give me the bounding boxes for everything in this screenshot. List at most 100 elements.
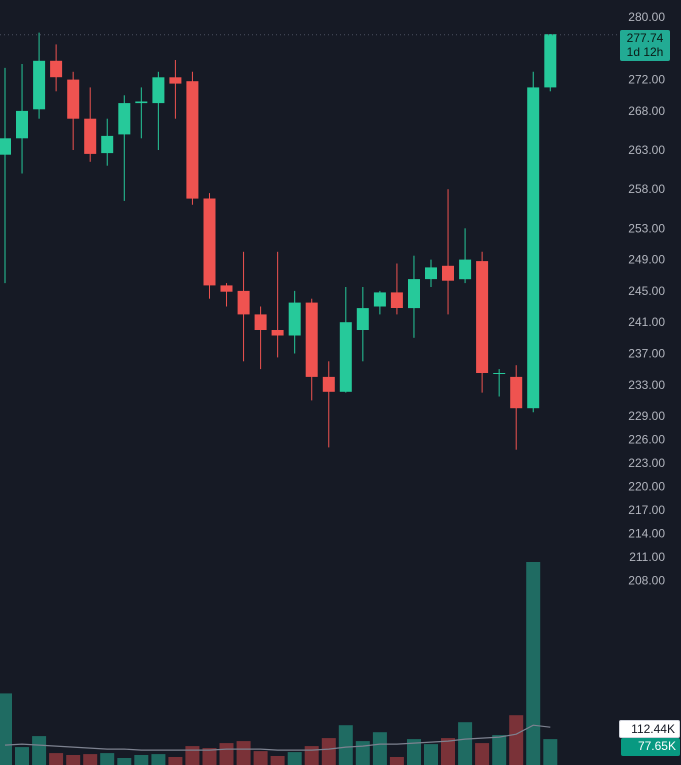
- candle: [390, 263, 403, 315]
- volume-bar: [253, 751, 268, 765]
- price-tick-label: 245.00: [628, 284, 665, 298]
- volume-bar: [202, 748, 217, 765]
- price-tick-label: 253.00: [628, 221, 665, 235]
- candle: [33, 32, 46, 119]
- candle: [237, 251, 250, 362]
- price-tick-label: 263.00: [628, 143, 665, 157]
- candle: [339, 287, 352, 393]
- volume-bar: [287, 752, 302, 765]
- volume-bar: [100, 753, 115, 765]
- candle-body: [527, 87, 540, 409]
- volume-ma-badge: 77.65K: [621, 738, 680, 756]
- candle-body: [356, 308, 369, 330]
- candle: [510, 365, 523, 450]
- candle-body: [493, 373, 506, 374]
- volume-bar: [407, 739, 421, 765]
- candle: [288, 290, 301, 354]
- volume-bar: [372, 732, 387, 765]
- candle: [493, 369, 506, 397]
- price-tick-label: 233.00: [628, 378, 665, 392]
- candle-body: [510, 376, 523, 409]
- candle-body: [67, 79, 80, 119]
- candle: [169, 60, 182, 119]
- volume-bar: [304, 746, 319, 765]
- volume-ma-polyline: [4, 724, 551, 751]
- volume-bar: [338, 725, 353, 765]
- volume-bar: [321, 738, 336, 765]
- candle-body: [442, 265, 454, 281]
- price-tick-label: 258.00: [628, 182, 665, 196]
- candle: [203, 193, 216, 299]
- candle-body: [288, 302, 301, 336]
- price-tick-label: 241.00: [628, 315, 665, 329]
- candle-body: [322, 376, 335, 392]
- price-tick-label: 229.00: [628, 409, 665, 423]
- candle: [527, 71, 540, 413]
- candle-body: [101, 135, 114, 154]
- candle-body: [408, 279, 420, 309]
- price-tick-label: 237.00: [628, 347, 665, 361]
- candle: [271, 251, 284, 358]
- candle-body: [152, 77, 165, 104]
- candle-body: [203, 198, 216, 286]
- price-tick-label: 272.00: [628, 73, 665, 87]
- candle: [322, 361, 335, 448]
- candle-body: [50, 60, 63, 78]
- candle-body: [84, 118, 97, 154]
- candle-body: [169, 77, 182, 84]
- volume-bar: [236, 741, 251, 765]
- candle: [0, 67, 11, 284]
- price-tick-label: 280.00: [628, 10, 665, 24]
- price-tick-label: 268.00: [628, 104, 665, 118]
- candle-body: [254, 314, 267, 330]
- volume-ma-line: [4, 724, 551, 751]
- volume-bar: [526, 562, 541, 765]
- price-tick-label: 223.00: [628, 456, 665, 470]
- volume-bar: [389, 757, 404, 765]
- volume-bar: [185, 746, 200, 765]
- candle: [408, 255, 420, 338]
- volume-value-badge: 112.44K: [619, 720, 680, 738]
- volume-bar: [83, 754, 98, 765]
- candle-body: [544, 34, 557, 88]
- candle-body: [237, 290, 250, 315]
- candle-body: [271, 330, 284, 336]
- candle: [220, 283, 233, 307]
- price-tick-label: 226.00: [628, 433, 665, 447]
- candle: [476, 251, 489, 393]
- volume-bar: [219, 743, 234, 765]
- candle-body: [339, 322, 352, 392]
- candle: [186, 71, 199, 205]
- candle-body: [459, 259, 472, 280]
- candle: [459, 228, 472, 284]
- volume-bar: [15, 747, 29, 765]
- price-tick-label: 214.00: [628, 527, 665, 541]
- candle: [84, 87, 97, 162]
- price-axis[interactable]: 280.00 272.00 268.00 263.00 258.00 253.00 249.…: [628, 10, 665, 587]
- price-tick-label: 249.00: [628, 253, 665, 267]
- candle-body: [476, 261, 489, 373]
- candle-body: [0, 138, 11, 155]
- candle-body: [390, 292, 403, 308]
- candle: [544, 34, 557, 92]
- volume-bar: [509, 715, 524, 765]
- candle-body: [373, 292, 386, 307]
- candle-body: [305, 302, 318, 377]
- volume-bar: [151, 754, 166, 765]
- candle: [101, 118, 114, 166]
- candle: [373, 290, 386, 315]
- candles: [0, 32, 557, 450]
- candle-body: [220, 285, 233, 292]
- volume-bar: [270, 756, 285, 765]
- candle: [356, 287, 369, 362]
- volume-bar: [475, 743, 490, 765]
- price-tick-label: 220.00: [628, 480, 665, 494]
- candle-countdown: 1d 12h: [626, 45, 664, 59]
- candle-body: [33, 60, 46, 110]
- volume-bar: [543, 739, 558, 765]
- volume-bar: [355, 741, 370, 765]
- candle: [16, 64, 28, 174]
- volume-bar: [458, 722, 473, 765]
- volume-bars: [0, 562, 558, 765]
